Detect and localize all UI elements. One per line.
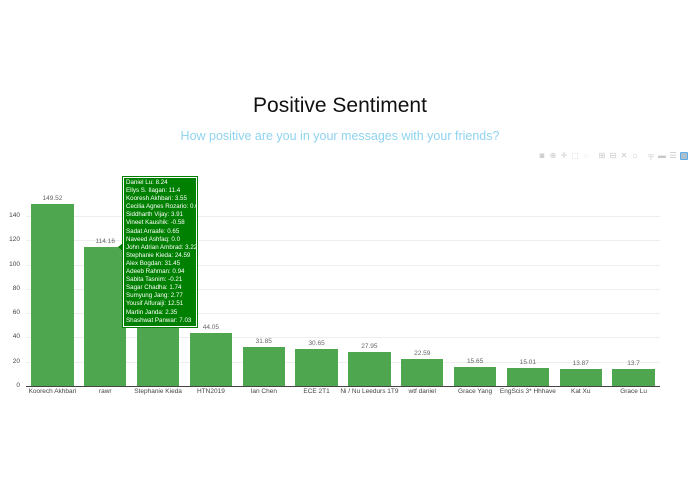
y-tick-label: 20 <box>12 357 20 365</box>
zoom-in-icon[interactable]: ⊞ <box>598 151 606 160</box>
bar[interactable] <box>84 247 127 386</box>
tooltip-line: Yousif Alfuraiji: 12.51 <box>126 300 184 308</box>
tooltip-line: Martin Janda: 2.35 <box>126 308 178 316</box>
tooltip-line: Sagar Chadha: 1.74 <box>126 284 182 292</box>
x-tick-label: HTN2019 <box>196 388 225 395</box>
x-tick-label: Ni / Nu Leedurs 1T9 <box>340 388 399 395</box>
y-tick-label: 60 <box>12 309 20 317</box>
y-tick-label: 100 <box>9 260 20 268</box>
box-select-icon[interactable]: ⬚ <box>571 151 579 160</box>
plot-area[interactable]: 0 20 40 60 80 100 120 140 149.52 Koorесh Akhbari 1… <box>9 195 660 395</box>
tooltip-line: Siddharth Vijay: 3.91 <box>126 211 183 219</box>
tooltip-line: Shashwat Panwar: 7.03 <box>126 316 192 324</box>
bar-value-label: 15.65 <box>466 357 484 365</box>
hover-closest-icon[interactable]: ▬ <box>658 151 666 160</box>
x-tick-label: ECE 2T1 <box>303 388 330 395</box>
y-tick-label: 80 <box>12 284 20 292</box>
tooltip-line: Adeeb Rahman: 0.94 <box>126 268 185 276</box>
x-tick-label: Kat Xu <box>570 388 591 395</box>
hover-compare-icon[interactable]: ☰ <box>669 151 677 160</box>
tooltip-line: Sabita Tasnim: -0.21 <box>126 276 183 284</box>
modebar: ◙ ⊕ ✛ ⬚ ◌ ⊞ ⊟ ✕ ⌂ ╤ ▬ ☰ ▦ <box>538 152 688 160</box>
x-tick-label: rawr <box>98 388 112 395</box>
x-tick-label: Grace Yang <box>458 388 493 395</box>
x-tick-label: Grace Lu <box>620 388 647 395</box>
chart-title: Positive Sentiment <box>253 94 427 117</box>
bar-value-label: 13.7 <box>627 360 640 368</box>
zoom-icon[interactable]: ⊕ <box>549 151 557 160</box>
x-tick-label: Stephanie Kieda <box>134 388 182 395</box>
gridline <box>26 313 660 315</box>
zoom-out-icon[interactable]: ⊟ <box>609 151 617 160</box>
tooltip-line: Alex Bogdan: 31.45 <box>126 259 181 267</box>
bar-value-label: 27.95 <box>361 343 378 351</box>
chart-subtitle: How positive are you in your messages wi… <box>180 129 500 143</box>
camera-icon[interactable]: ◙ <box>539 151 545 160</box>
gridline <box>26 361 660 363</box>
bar[interactable] <box>401 358 444 386</box>
bar[interactable] <box>612 369 655 386</box>
bar-value-label: 30.65 <box>308 339 325 347</box>
y-tick-label: 0 <box>16 382 20 389</box>
bar[interactable] <box>559 369 602 386</box>
bar[interactable] <box>506 367 550 386</box>
bar[interactable] <box>242 347 285 386</box>
bar[interactable] <box>348 352 391 386</box>
y-tick-label: 140 <box>9 212 20 219</box>
bar-value-label: 13.87 <box>572 360 589 368</box>
x-tick-label: Ian Chen <box>250 388 277 395</box>
bar[interactable] <box>136 324 180 386</box>
x-tick-label: Koorесh Akhbari <box>28 388 77 395</box>
tooltip-line: Ellys S. Ilagan: 11.4 <box>126 187 181 195</box>
x-tick-label: EngScis 3* Hhhave <box>499 388 556 395</box>
tooltip-line: Sumyung Jang: 2.77 <box>126 292 183 300</box>
bar[interactable] <box>295 348 338 386</box>
y-tick-label: 120 <box>9 236 20 244</box>
gridline <box>26 264 660 266</box>
spike-lines-icon[interactable]: ╤ <box>648 151 654 160</box>
gridline <box>26 337 660 339</box>
bar-value-label: 15.01 <box>519 358 537 366</box>
bar[interactable] <box>453 366 497 386</box>
gridline <box>26 240 660 242</box>
reset-axes-icon[interactable]: ⌂ <box>632 151 638 160</box>
bar[interactable] <box>31 204 74 386</box>
hover-tooltip-arrow <box>118 243 123 251</box>
tooltip-line: Naveed Ashfaq: 0.0 <box>126 235 181 243</box>
bar-value-label: 44.05 <box>202 323 220 331</box>
bar[interactable] <box>189 332 233 386</box>
lasso-icon[interactable]: ◌ <box>583 151 589 160</box>
autoscale-icon[interactable]: ✕ <box>620 151 628 160</box>
bar-value-label: 149.52 <box>42 195 63 203</box>
gridline <box>26 216 660 217</box>
x-tick-label: wtf daniel <box>408 388 436 395</box>
bar-value-label: 31.85 <box>255 338 272 346</box>
bar-value-label: 114.16 <box>95 238 115 246</box>
tooltip-line: John Adrian Ambrad: 3.22 <box>126 243 197 251</box>
tooltip-line: Kooresh Akhbari: 3.55 <box>126 195 187 203</box>
x-axis-line <box>26 386 660 387</box>
hover-tooltip: Daniel Lu: 8.24 Ellys S. Ilagan: 11.4 Koor… <box>122 176 198 328</box>
plotly-logo-icon[interactable]: ▦ <box>680 151 688 160</box>
tooltip-line: Daniel Lu: 8.24 <box>126 179 168 186</box>
tooltip-line: Cecilia Agnes Rozario: 0.6 <box>126 203 197 211</box>
bar-value-label: 22.59 <box>414 349 431 357</box>
pan-icon[interactable]: ✛ <box>560 151 568 160</box>
gridline <box>26 288 660 290</box>
tooltip-line: Sadat Arraafe: 0.65 <box>126 227 180 235</box>
tooltip-line: Stephanie Kieda: 24.59 <box>126 251 191 259</box>
tooltip-line: Vineet Kaushik: -0.58 <box>126 219 185 227</box>
y-tick-label: 40 <box>12 333 20 341</box>
